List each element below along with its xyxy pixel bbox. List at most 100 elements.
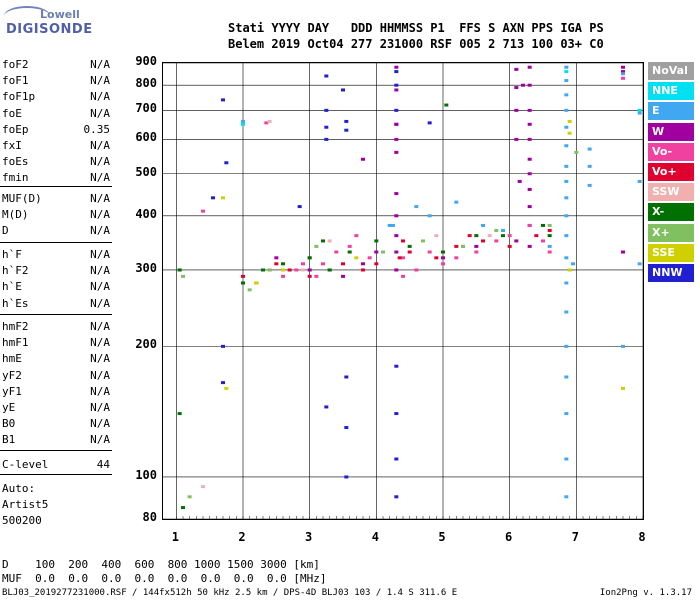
param-row-d: D N/A bbox=[2, 224, 110, 240]
echo-point-x bbox=[381, 250, 385, 254]
echo-point-e bbox=[564, 79, 569, 83]
param-row-hmf1: hmF1 N/A bbox=[2, 336, 110, 352]
separator bbox=[0, 474, 112, 475]
echo-point-vo bbox=[201, 209, 205, 213]
echo-point-vo bbox=[427, 250, 432, 254]
param-value: N/A bbox=[90, 401, 110, 414]
param-value: N/A bbox=[90, 106, 110, 120]
plot-points bbox=[177, 65, 642, 510]
logo-text-digisonde: DIGISONDE bbox=[6, 22, 93, 37]
x-tick-label: 2 bbox=[238, 530, 246, 544]
echo-point-nne bbox=[564, 70, 569, 74]
echo-point-vo bbox=[534, 234, 539, 238]
param-value: 0.35 bbox=[83, 122, 111, 136]
param-value: N/A bbox=[90, 264, 110, 278]
echo-point-w bbox=[527, 244, 532, 248]
echo-point-vo bbox=[314, 274, 319, 278]
param-value: N/A bbox=[90, 171, 110, 185]
echo-point-w bbox=[527, 205, 532, 209]
echo-point-nnw bbox=[394, 108, 399, 112]
y-tick-label: 700 bbox=[135, 101, 157, 116]
echo-point-vo bbox=[397, 256, 402, 260]
param-name: h`E bbox=[2, 280, 22, 294]
echo-point-e bbox=[391, 223, 395, 227]
echo-point-nnw bbox=[394, 412, 399, 416]
echo-point-nnw bbox=[344, 426, 349, 430]
legend-item-vo: Vo+ bbox=[648, 163, 694, 181]
echo-point-vo bbox=[281, 274, 285, 278]
echo-point-x bbox=[494, 228, 499, 232]
echo-point-e bbox=[454, 200, 459, 204]
param-name: B1 bbox=[2, 433, 16, 447]
echo-point-w bbox=[274, 256, 279, 260]
echo-point-vo bbox=[401, 239, 405, 243]
echo-point-x bbox=[347, 250, 352, 254]
echo-point-w bbox=[514, 67, 519, 71]
echo-point-w bbox=[394, 234, 399, 238]
echo-point-ssw bbox=[434, 234, 439, 238]
param-row-hme: hmE N/A bbox=[2, 352, 110, 368]
param-name: foE bbox=[2, 106, 22, 120]
echo-point-e bbox=[621, 344, 625, 348]
echo-point-vo bbox=[474, 250, 479, 254]
echo-point-x bbox=[574, 150, 579, 154]
echo-point-x bbox=[541, 223, 545, 227]
echo-point-nnw bbox=[394, 83, 399, 87]
echo-point-e bbox=[587, 164, 592, 168]
param-row-hf2: h`F2 N/A bbox=[2, 264, 110, 280]
param-row-foep: foEp 0.35 bbox=[2, 123, 110, 139]
x-tick-label: 7 bbox=[571, 530, 579, 544]
x-tick-label: 5 bbox=[438, 530, 446, 544]
echo-point-vo bbox=[547, 250, 552, 254]
echo-point-w bbox=[361, 262, 365, 266]
echo-point-e bbox=[571, 262, 575, 266]
echo-point-w bbox=[527, 122, 532, 126]
echo-point-vo bbox=[547, 228, 552, 232]
echo-point-nnw bbox=[324, 74, 329, 78]
param-name: fmin bbox=[2, 171, 29, 185]
echo-point-e bbox=[564, 214, 569, 218]
plot-grid bbox=[163, 62, 644, 520]
echo-point-w bbox=[527, 187, 532, 191]
echo-point-vo bbox=[401, 256, 405, 260]
param-value: N/A bbox=[90, 433, 110, 447]
echo-point-e bbox=[241, 119, 245, 123]
echo-point-w bbox=[514, 108, 519, 112]
param-row-md: M(D) N/A bbox=[2, 208, 110, 224]
param-row-hes: h`Es N/A bbox=[2, 297, 110, 313]
echo-point-nnw bbox=[341, 88, 345, 92]
echo-point-w bbox=[514, 86, 519, 90]
echo-point-vo bbox=[347, 244, 352, 248]
echo-point-x bbox=[177, 268, 182, 272]
clevel-row: C-level 44 bbox=[2, 458, 110, 474]
echo-point-sse bbox=[567, 131, 572, 135]
echo-point-vo bbox=[307, 274, 312, 278]
echo-point-vo bbox=[341, 262, 345, 266]
echo-point-w bbox=[394, 122, 399, 126]
echo-point-w bbox=[621, 70, 625, 74]
echo-point-x bbox=[281, 262, 285, 266]
param-name: hmF2 bbox=[2, 320, 29, 333]
echo-point-e bbox=[637, 179, 642, 183]
echo-point-e bbox=[564, 234, 569, 238]
ionogram-svg bbox=[163, 62, 644, 520]
echo-point-x bbox=[307, 256, 312, 260]
echo-point-e bbox=[564, 256, 569, 260]
echo-point-e bbox=[564, 125, 569, 129]
legend-item-nne: NNE bbox=[648, 82, 694, 101]
echo-point-x bbox=[181, 274, 185, 278]
echo-point-vo bbox=[434, 256, 439, 260]
echo-point-e bbox=[637, 111, 642, 115]
y-tick-label: 500 bbox=[135, 164, 157, 179]
param-name: yF1 bbox=[2, 384, 22, 398]
echo-point-x bbox=[421, 239, 425, 243]
echo-point-e bbox=[547, 244, 552, 248]
echo-point-w bbox=[527, 108, 532, 112]
param-value: 44 bbox=[96, 458, 110, 471]
echo-point-e bbox=[564, 310, 569, 314]
echo-point-vo bbox=[321, 262, 325, 266]
echo-point-w bbox=[394, 88, 399, 92]
echo-point-w bbox=[341, 274, 345, 278]
param-name: D bbox=[2, 224, 9, 238]
echo-point-ssw bbox=[327, 239, 332, 243]
